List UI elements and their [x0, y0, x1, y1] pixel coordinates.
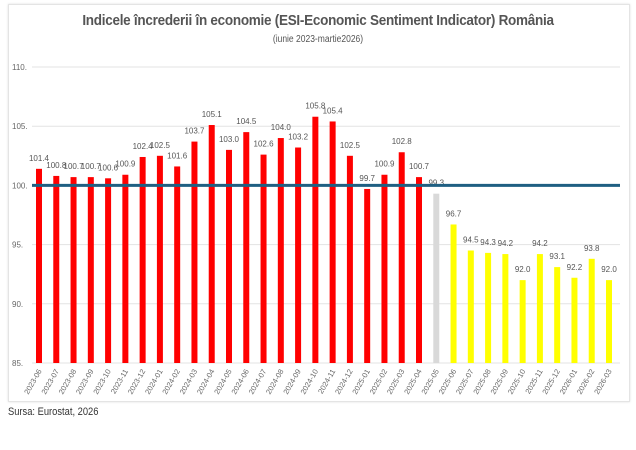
data-label: 100.7	[409, 162, 430, 171]
data-label: 99.7	[359, 174, 375, 183]
bar	[571, 277, 578, 363]
data-label: 94.2	[532, 239, 548, 248]
data-label: 105.8	[305, 102, 326, 111]
data-label: 105.4	[323, 106, 344, 115]
data-label: 105.1	[202, 110, 223, 119]
bar	[329, 121, 336, 364]
data-label: 102.5	[340, 141, 361, 150]
y-tick-label: 90.	[12, 300, 23, 309]
bar	[519, 280, 526, 363]
bar	[70, 177, 77, 363]
data-label: 101.4	[29, 154, 50, 163]
bar	[588, 258, 595, 363]
data-label: 94.5	[463, 236, 479, 245]
data-label: 101.6	[167, 151, 188, 160]
data-label: 100.7	[64, 162, 85, 171]
data-label: 94.3	[480, 238, 496, 247]
data-label: 99.3	[428, 179, 444, 188]
bar	[156, 155, 163, 363]
bar	[346, 155, 353, 363]
data-label: 103.7	[184, 127, 205, 136]
bar	[536, 254, 543, 363]
bar	[36, 168, 42, 363]
bar	[260, 154, 267, 363]
data-label: 92.2	[567, 263, 583, 272]
bar	[105, 178, 112, 363]
bar	[226, 149, 232, 363]
bar	[53, 175, 60, 363]
data-label: 100.7	[81, 162, 102, 171]
bar	[485, 252, 492, 363]
data-label: 96.7	[446, 209, 462, 218]
bar	[364, 188, 371, 363]
bar	[502, 254, 509, 363]
bar	[381, 174, 388, 363]
bar	[416, 177, 422, 363]
data-label: 104.0	[271, 123, 292, 132]
data-label: 102.8	[392, 137, 413, 146]
data-label: 92.0	[601, 265, 617, 274]
bar	[450, 224, 457, 363]
y-tick-label: 100.	[12, 181, 28, 190]
data-label: 93.8	[584, 244, 600, 253]
bar	[139, 156, 146, 363]
y-tick-label: 110.	[12, 63, 27, 72]
bar	[295, 147, 302, 363]
bar	[554, 267, 561, 363]
source-note: Sursa: Eurostat, 2026	[8, 406, 99, 418]
data-label: 93.1	[549, 252, 565, 261]
data-label: 102.5	[150, 141, 171, 150]
y-tick-label: 95.	[12, 241, 23, 250]
bar	[398, 152, 405, 363]
bar	[312, 116, 319, 363]
bar	[243, 132, 250, 363]
data-label: 104.5	[236, 117, 257, 126]
bar	[208, 125, 215, 364]
bar	[467, 250, 474, 363]
data-label: 102.6	[254, 140, 275, 149]
bar	[122, 174, 129, 363]
data-label: 100.9	[374, 160, 395, 169]
bar	[174, 166, 181, 363]
bar	[606, 280, 612, 363]
bar	[433, 193, 440, 363]
data-label: 103.0	[219, 135, 240, 144]
data-label: 103.2	[288, 133, 309, 142]
bar	[87, 177, 94, 363]
chart-frame	[8, 4, 630, 402]
bar	[277, 138, 284, 363]
chart-title: Indicele încrederii în economie (ESI-Eco…	[82, 12, 554, 29]
data-label: 94.2	[498, 239, 514, 248]
y-tick-label: 105.	[12, 122, 28, 131]
chart-subtitle: (iunie 2023-martie2026)	[272, 34, 364, 45]
data-label: 100.9	[115, 160, 136, 169]
data-label: 100.6	[98, 163, 119, 172]
data-label: 92.0	[515, 265, 531, 274]
bar	[191, 141, 198, 363]
data-label: 102.4	[133, 142, 154, 151]
data-label: 100.8	[46, 161, 67, 170]
y-tick-label: 85.	[12, 359, 23, 368]
